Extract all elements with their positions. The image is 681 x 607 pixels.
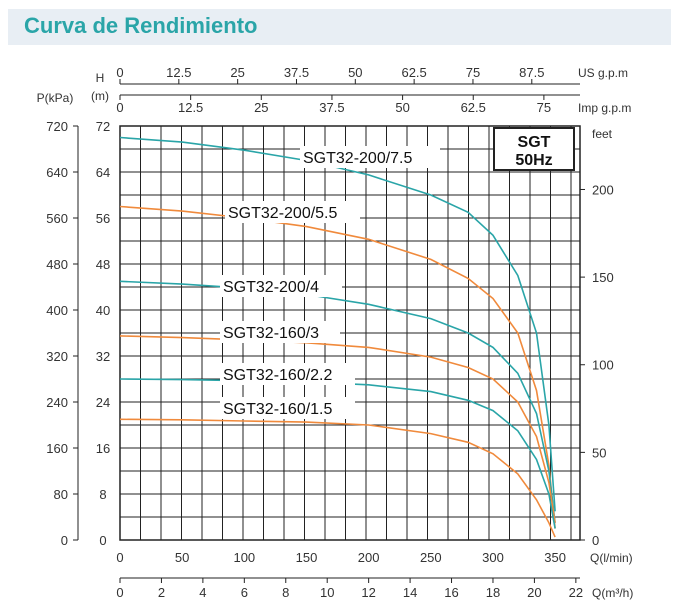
tick-label-feet: 100 [592, 358, 614, 373]
tick-label-usgpm: 25 [230, 65, 244, 80]
series-label-4: SGT32-160/2.2 [223, 367, 333, 384]
tick-label-feet: 150 [592, 270, 614, 285]
series-label-bg-4 [220, 363, 355, 385]
tick-label-head-m: 16 [96, 441, 110, 456]
tick-label-m3h: 10 [320, 585, 334, 600]
series-line-5 [119, 418, 556, 538]
tick-label-lmin: 100 [233, 550, 255, 565]
tick-label-head-m: 72 [96, 119, 110, 134]
tick-label-kpa: 640 [46, 165, 68, 180]
series-label-5: SGT32-160/1.5 [223, 401, 333, 418]
tick-label-lmin: 0 [116, 550, 123, 565]
tick-label-head-m: 32 [96, 349, 110, 364]
tick-label-m3h: 6 [241, 585, 248, 600]
tick-label-impgpm: 37.5 [319, 100, 344, 115]
tick-label-m3h: 2 [158, 585, 165, 600]
axis-title-m3h: Q(m³/h) [592, 586, 633, 600]
tick-label-lmin: 350 [544, 550, 566, 565]
tick-label-kpa: 240 [46, 395, 68, 410]
tick-label-m3h: 12 [361, 585, 375, 600]
tick-label-kpa: 480 [46, 257, 68, 272]
tick-label-m3h: 22 [569, 585, 583, 600]
series-label-bg-2 [220, 275, 342, 297]
tick-label-usgpm: 0 [116, 65, 123, 80]
tick-label-lmin: 300 [482, 550, 504, 565]
tick-label-feet: 50 [592, 445, 606, 460]
tick-label-head-m: 0 [99, 533, 106, 548]
tick-label-kpa: 400 [46, 303, 68, 318]
tick-label-head-m: 64 [96, 165, 110, 180]
tick-label-impgpm: 12.5 [178, 100, 203, 115]
series-label-bg-5 [220, 397, 355, 419]
tick-label-impgpm: 50 [395, 100, 409, 115]
chart-axes: 081624324048566472H(m)080160240320400480… [37, 65, 634, 600]
tick-label-usgpm: 87.5 [519, 65, 544, 80]
tick-label-head-m: 48 [96, 257, 110, 272]
tick-label-m3h: 14 [403, 585, 417, 600]
tick-label-kpa: 320 [46, 349, 68, 364]
axis-title-kpa: P(kPa) [37, 91, 74, 105]
tick-label-lmin: 250 [420, 550, 442, 565]
series-label-0: SGT32-200/7.5 [303, 150, 413, 167]
tick-label-impgpm: 62.5 [461, 100, 486, 115]
tick-label-head-m: 8 [99, 487, 106, 502]
axis-unit-head: (m) [91, 89, 109, 103]
series-line-0 [119, 136, 556, 512]
tick-label-kpa: 160 [46, 441, 68, 456]
tick-label-m3h: 0 [116, 585, 123, 600]
tick-label-impgpm: 75 [537, 100, 551, 115]
tick-label-feet: 0 [592, 533, 599, 548]
tick-label-m3h: 16 [444, 585, 458, 600]
tick-label-head-m: 40 [96, 303, 110, 318]
axis-title-usgpm: US g.p.m [578, 66, 628, 80]
tick-label-m3h: 18 [486, 585, 500, 600]
badge-line-1: SGT [518, 134, 551, 151]
tick-label-kpa: 720 [46, 119, 68, 134]
series-label-bg-0 [300, 146, 440, 168]
tick-label-lmin: 150 [296, 550, 318, 565]
series-label-bg-3 [220, 321, 340, 343]
title-bar: Curva de Rendimiento [8, 9, 671, 45]
axis-title-lmin: Q(l/min) [590, 551, 633, 565]
tick-label-head-m: 24 [96, 395, 110, 410]
tick-label-lmin: 50 [175, 550, 189, 565]
chart-grid [119, 125, 581, 541]
axis-title-feet: feet [592, 127, 613, 141]
tick-label-impgpm: 25 [254, 100, 268, 115]
series-label-3: SGT32-160/3 [223, 325, 319, 342]
tick-label-impgpm: 0 [116, 100, 123, 115]
tick-label-m3h: 20 [527, 585, 541, 600]
badge-line-2: 50Hz [515, 152, 552, 169]
tick-label-usgpm: 12.5 [166, 65, 191, 80]
tick-label-kpa: 560 [46, 211, 68, 226]
tick-label-m3h: 4 [199, 585, 206, 600]
tick-label-head-m: 56 [96, 211, 110, 226]
tick-label-usgpm: 50 [348, 65, 362, 80]
tick-label-kpa: 0 [61, 533, 68, 548]
tick-label-usgpm: 62.5 [401, 65, 426, 80]
tick-label-feet: 200 [592, 182, 614, 197]
tick-label-m3h: 8 [282, 585, 289, 600]
tick-label-usgpm: 75 [466, 65, 480, 80]
curve-labels: SGT32-200/7.5 SGT32-200/5.5 SGT32-200/4 SGT… [220, 127, 575, 419]
series-label-bg-1 [225, 201, 360, 223]
tick-label-lmin: 200 [358, 550, 380, 565]
series-label-2: SGT32-200/4 [223, 279, 319, 296]
tick-label-usgpm: 37.5 [284, 65, 309, 80]
series-label-1: SGT32-200/5.5 [228, 205, 338, 222]
axis-title-impgpm: Imp g.p.m [578, 101, 631, 115]
axis-title-head: H [96, 71, 105, 85]
page-title: Curva de Rendimiento [24, 13, 258, 38]
tick-label-kpa: 80 [54, 487, 68, 502]
badge-box [493, 127, 575, 171]
